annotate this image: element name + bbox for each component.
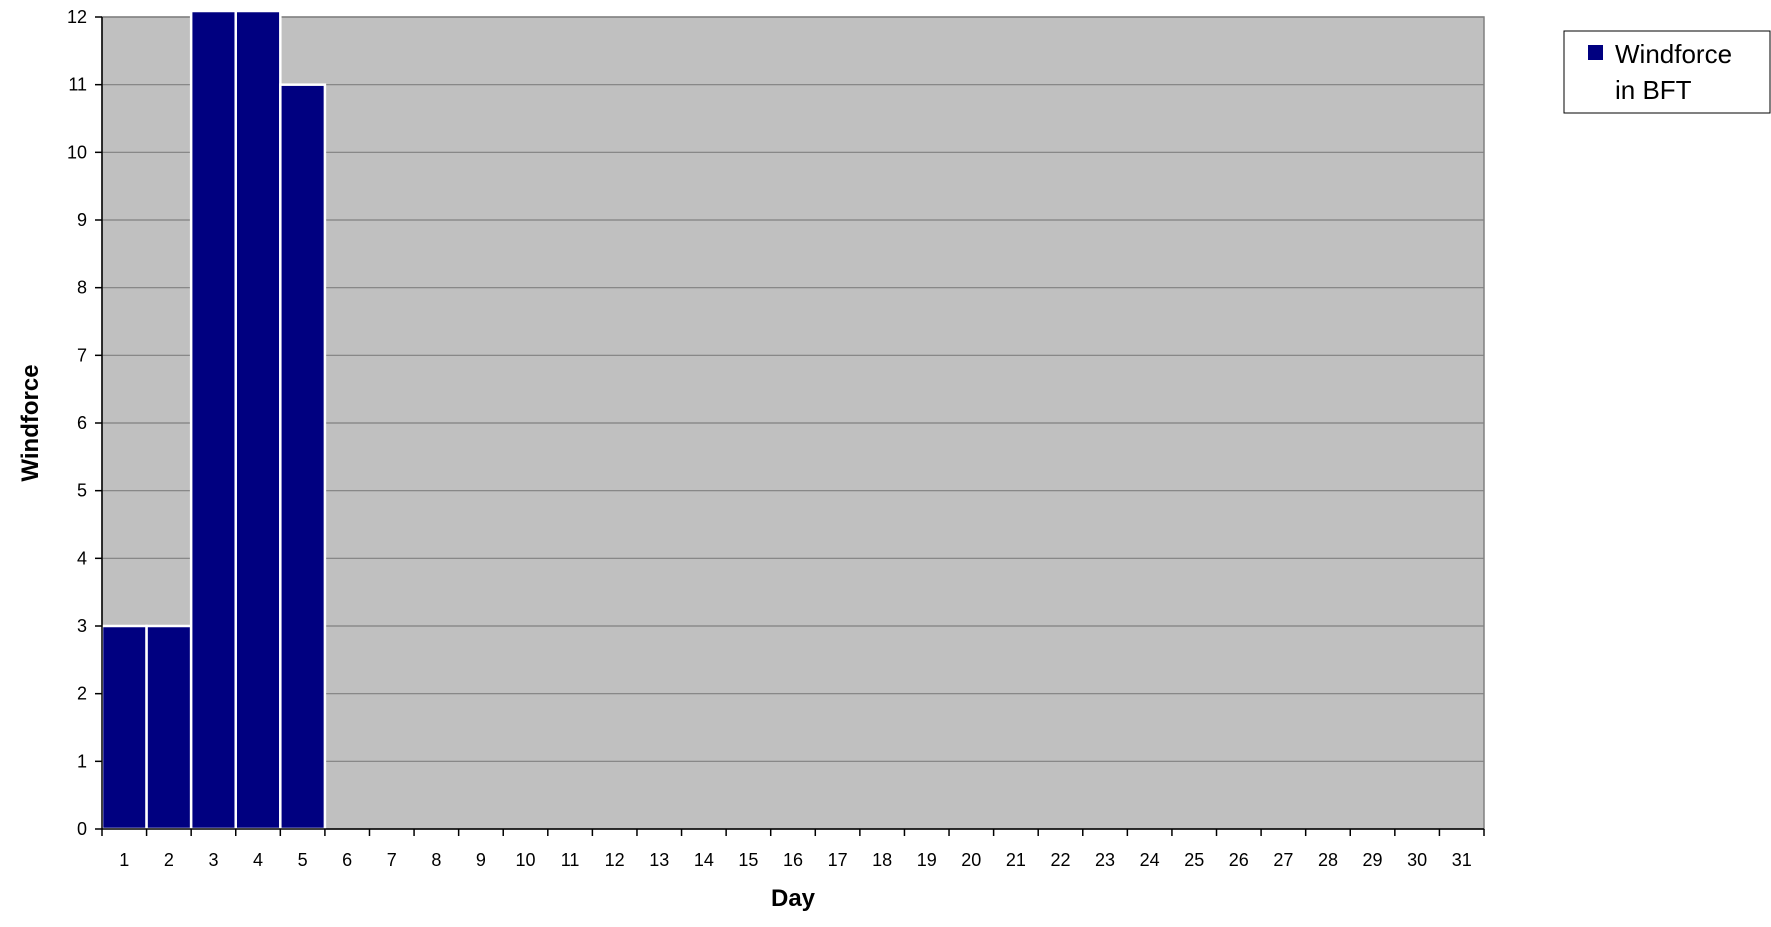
x-tick-label: 4	[253, 850, 263, 870]
y-tick-label: 10	[67, 142, 87, 162]
x-tick-label: 15	[738, 850, 758, 870]
y-tick-label: 7	[77, 345, 87, 365]
y-tick-label: 3	[77, 616, 87, 636]
y-tick-label: 9	[77, 210, 87, 230]
y-tick-label: 1	[77, 751, 87, 771]
y-tick-label: 6	[77, 413, 87, 433]
x-tick-label: 5	[298, 850, 308, 870]
bar	[279, 83, 327, 831]
x-tick-label: 10	[516, 850, 536, 870]
x-tick-label: 28	[1318, 850, 1338, 870]
legend-box	[1563, 30, 1771, 114]
x-tick-label: 1	[119, 850, 129, 870]
x-tick-label: 20	[961, 850, 981, 870]
x-tick-label: 7	[387, 850, 397, 870]
y-tick-label: 0	[77, 819, 87, 839]
x-tick-label: 23	[1095, 850, 1115, 870]
legend-label-line: in BFT	[1615, 75, 1692, 105]
y-tick-label: 2	[77, 684, 87, 704]
bar	[189, 9, 237, 831]
x-tick-label: 19	[917, 850, 937, 870]
x-tick-label: 29	[1363, 850, 1383, 870]
x-tick-label: 24	[1140, 850, 1160, 870]
bar	[100, 624, 148, 831]
x-tick-label: 14	[694, 850, 714, 870]
y-tick-label: 8	[77, 278, 87, 298]
x-tick-label: 8	[431, 850, 441, 870]
x-tick-label: 16	[783, 850, 803, 870]
legend-label-line: Windforce	[1615, 39, 1732, 69]
legend: Windforce in BFT	[1563, 30, 1771, 114]
x-tick-label: 25	[1184, 850, 1204, 870]
legend-swatch	[1588, 45, 1603, 60]
x-tick-label: 17	[828, 850, 848, 870]
x-tick-labels: 1 2 3 4 5 6 7 8 9 10 11 12 13 14 15 16 17 18 19 20 21 22 23 24 2…	[119, 850, 1471, 870]
x-tick-label: 3	[208, 850, 218, 870]
y-tick-label: 4	[77, 548, 87, 568]
x-tick-label: 13	[649, 850, 669, 870]
x-tick-label: 26	[1229, 850, 1249, 870]
bar	[145, 624, 193, 831]
x-axis-title: Day	[771, 885, 816, 912]
x-tick-label: 11	[561, 850, 580, 870]
x-tick-label: 12	[605, 850, 625, 870]
x-tick-label: 31	[1452, 850, 1472, 870]
x-tick-label: 22	[1050, 850, 1070, 870]
y-tick-label: 11	[68, 75, 87, 95]
x-tick-label: 21	[1006, 850, 1026, 870]
x-tick-label: 2	[164, 850, 174, 870]
y-tick-label: 5	[77, 481, 87, 501]
y-tick-label: 12	[67, 7, 87, 27]
x-tick-label: 9	[476, 850, 486, 870]
x-tick-label: 6	[342, 850, 352, 870]
gridlines	[102, 16, 1484, 762]
axes	[95, 16, 1485, 836]
x-tick-label: 27	[1273, 850, 1293, 870]
y-axis-title: Windforce	[17, 364, 44, 481]
x-tick-label: 18	[872, 850, 892, 870]
bar	[234, 9, 282, 831]
x-tick-label: 30	[1407, 850, 1427, 870]
legend-label: Windforce in BFT	[1615, 39, 1739, 105]
